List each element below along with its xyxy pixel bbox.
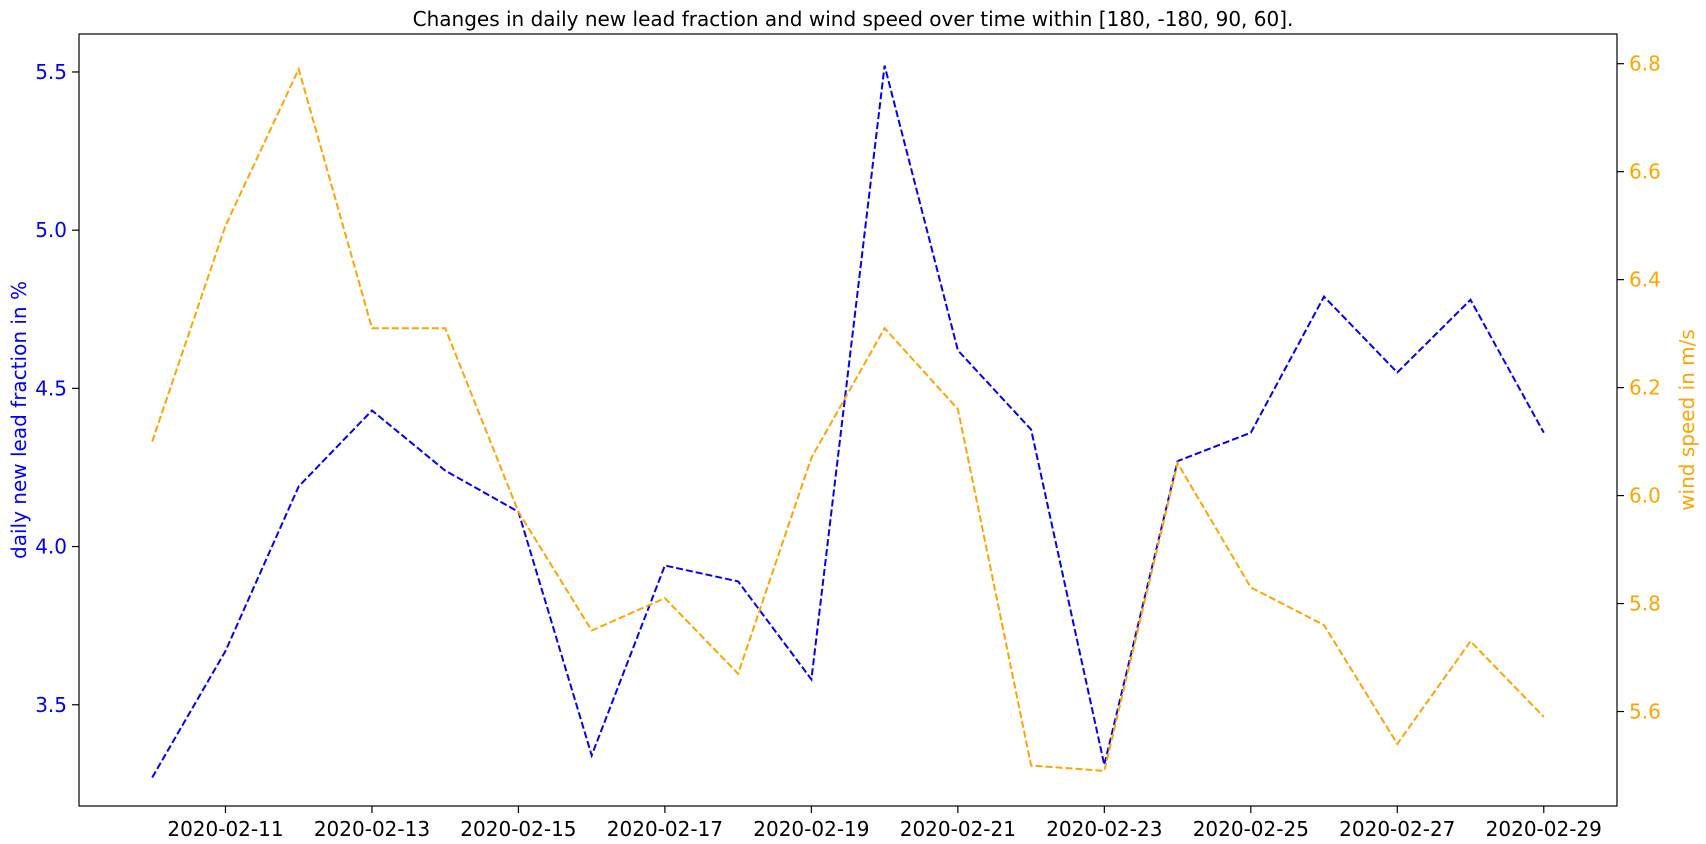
wind-speed-data-point: [664, 597, 666, 599]
left-y-tick-label: 3.5: [35, 693, 67, 717]
wind-speed-data-point: [1103, 770, 1105, 772]
series-layer: [151, 64, 1545, 779]
plot-frame: [78, 33, 1618, 807]
right-y-tick-label: 6.6: [1629, 160, 1661, 184]
x-tick-label: 2020-02-21: [900, 817, 1016, 841]
right-y-tick-label: 6.2: [1629, 376, 1661, 400]
right-y-tick-label: 6.8: [1629, 52, 1661, 76]
lead-fraction-data-point: [298, 485, 300, 487]
chart-title: Changes in daily new lead fraction and w…: [413, 7, 1294, 31]
lead-fraction-data-point: [883, 64, 885, 66]
lead-fraction-data-point: [151, 776, 153, 778]
left-y-axis-label: daily new lead fraction in %: [7, 281, 31, 559]
lead-fraction-data-point: [444, 469, 446, 471]
wind-speed-data-point: [1176, 462, 1178, 464]
wind-speed-data-point: [298, 68, 300, 70]
x-tick-label: 2020-02-17: [607, 817, 723, 841]
wind-speed-data-point: [1469, 640, 1471, 642]
x-tick-label: 2020-02-19: [753, 817, 869, 841]
wind-speed-data-point: [883, 327, 885, 329]
left-y-axis: 3.5 4.0 4.5 5.0 5.5: [35, 60, 79, 717]
lead-fraction-data-point: [737, 580, 739, 582]
x-tick-label: 2020-02-25: [1193, 817, 1309, 841]
x-tick-label: 2020-02-23: [1046, 817, 1162, 841]
x-tick-label: 2020-02-29: [1486, 817, 1602, 841]
x-tick-label: 2020-02-15: [460, 817, 576, 841]
x-tick-label: 2020-02-27: [1339, 817, 1455, 841]
lead-fraction-data-point: [810, 678, 812, 680]
wind-speed-data-point: [737, 673, 739, 675]
wind-speed-data-point: [224, 224, 226, 226]
wind-speed-data-point: [517, 511, 519, 513]
wind-speed-data-point: [1396, 743, 1398, 745]
left-y-tick-label: 4.5: [35, 376, 67, 400]
wind-speed-data-point: [590, 629, 592, 631]
wind-speed-data-point: [957, 408, 959, 410]
lead-fraction-data-point: [224, 650, 226, 652]
wind-speed-data-point: [1323, 624, 1325, 626]
right-y-tick-label: 6.4: [1629, 268, 1661, 292]
wind-speed-data-point: [371, 327, 373, 329]
lead-fraction-data-point: [957, 349, 959, 351]
right-y-tick-label: 5.8: [1629, 592, 1661, 616]
x-tick-label: 2020-02-11: [167, 817, 283, 841]
left-y-tick-label: 4.0: [35, 535, 67, 559]
lead-fraction-data-point: [590, 754, 592, 756]
lead-fraction-series-line: [151, 65, 1545, 779]
lead-fraction-data-point: [1469, 299, 1471, 301]
wind-speed-data-point: [1250, 586, 1252, 588]
wind-speed-data-point: [810, 457, 812, 459]
wind-speed-series-line: [151, 66, 1545, 772]
right-y-axis-label: wind speed in m/s: [1675, 329, 1699, 511]
wind-speed-data-point: [1543, 716, 1545, 718]
lead-fraction-data-point: [1250, 431, 1252, 433]
wind-speed-data-point: [151, 440, 153, 442]
left-y-tick-label: 5.5: [35, 60, 67, 84]
wind-speed-data-point: [444, 327, 446, 329]
wind-speed-data-point: [1030, 764, 1032, 766]
right-y-axis: 5.6 5.8 6.0 6.2 6.4 6.6 6.8: [1617, 52, 1661, 724]
right-y-tick-label: 6.0: [1629, 484, 1661, 508]
lead-fraction-data-point: [664, 564, 666, 566]
lead-fraction-data-point: [1543, 431, 1545, 433]
lead-fraction-data-point: [1323, 295, 1325, 297]
lead-fraction-data-point: [1030, 428, 1032, 430]
right-y-tick-label: 5.6: [1629, 700, 1661, 724]
lead-fraction-data-point: [1396, 371, 1398, 373]
x-tick-label: 2020-02-13: [314, 817, 430, 841]
left-y-tick-label: 5.0: [35, 218, 67, 242]
x-axis: 2020-02-11 2020-02-13 2020-02-15 2020-02-17…: [167, 806, 1602, 841]
lead-fraction-data-point: [371, 409, 373, 411]
